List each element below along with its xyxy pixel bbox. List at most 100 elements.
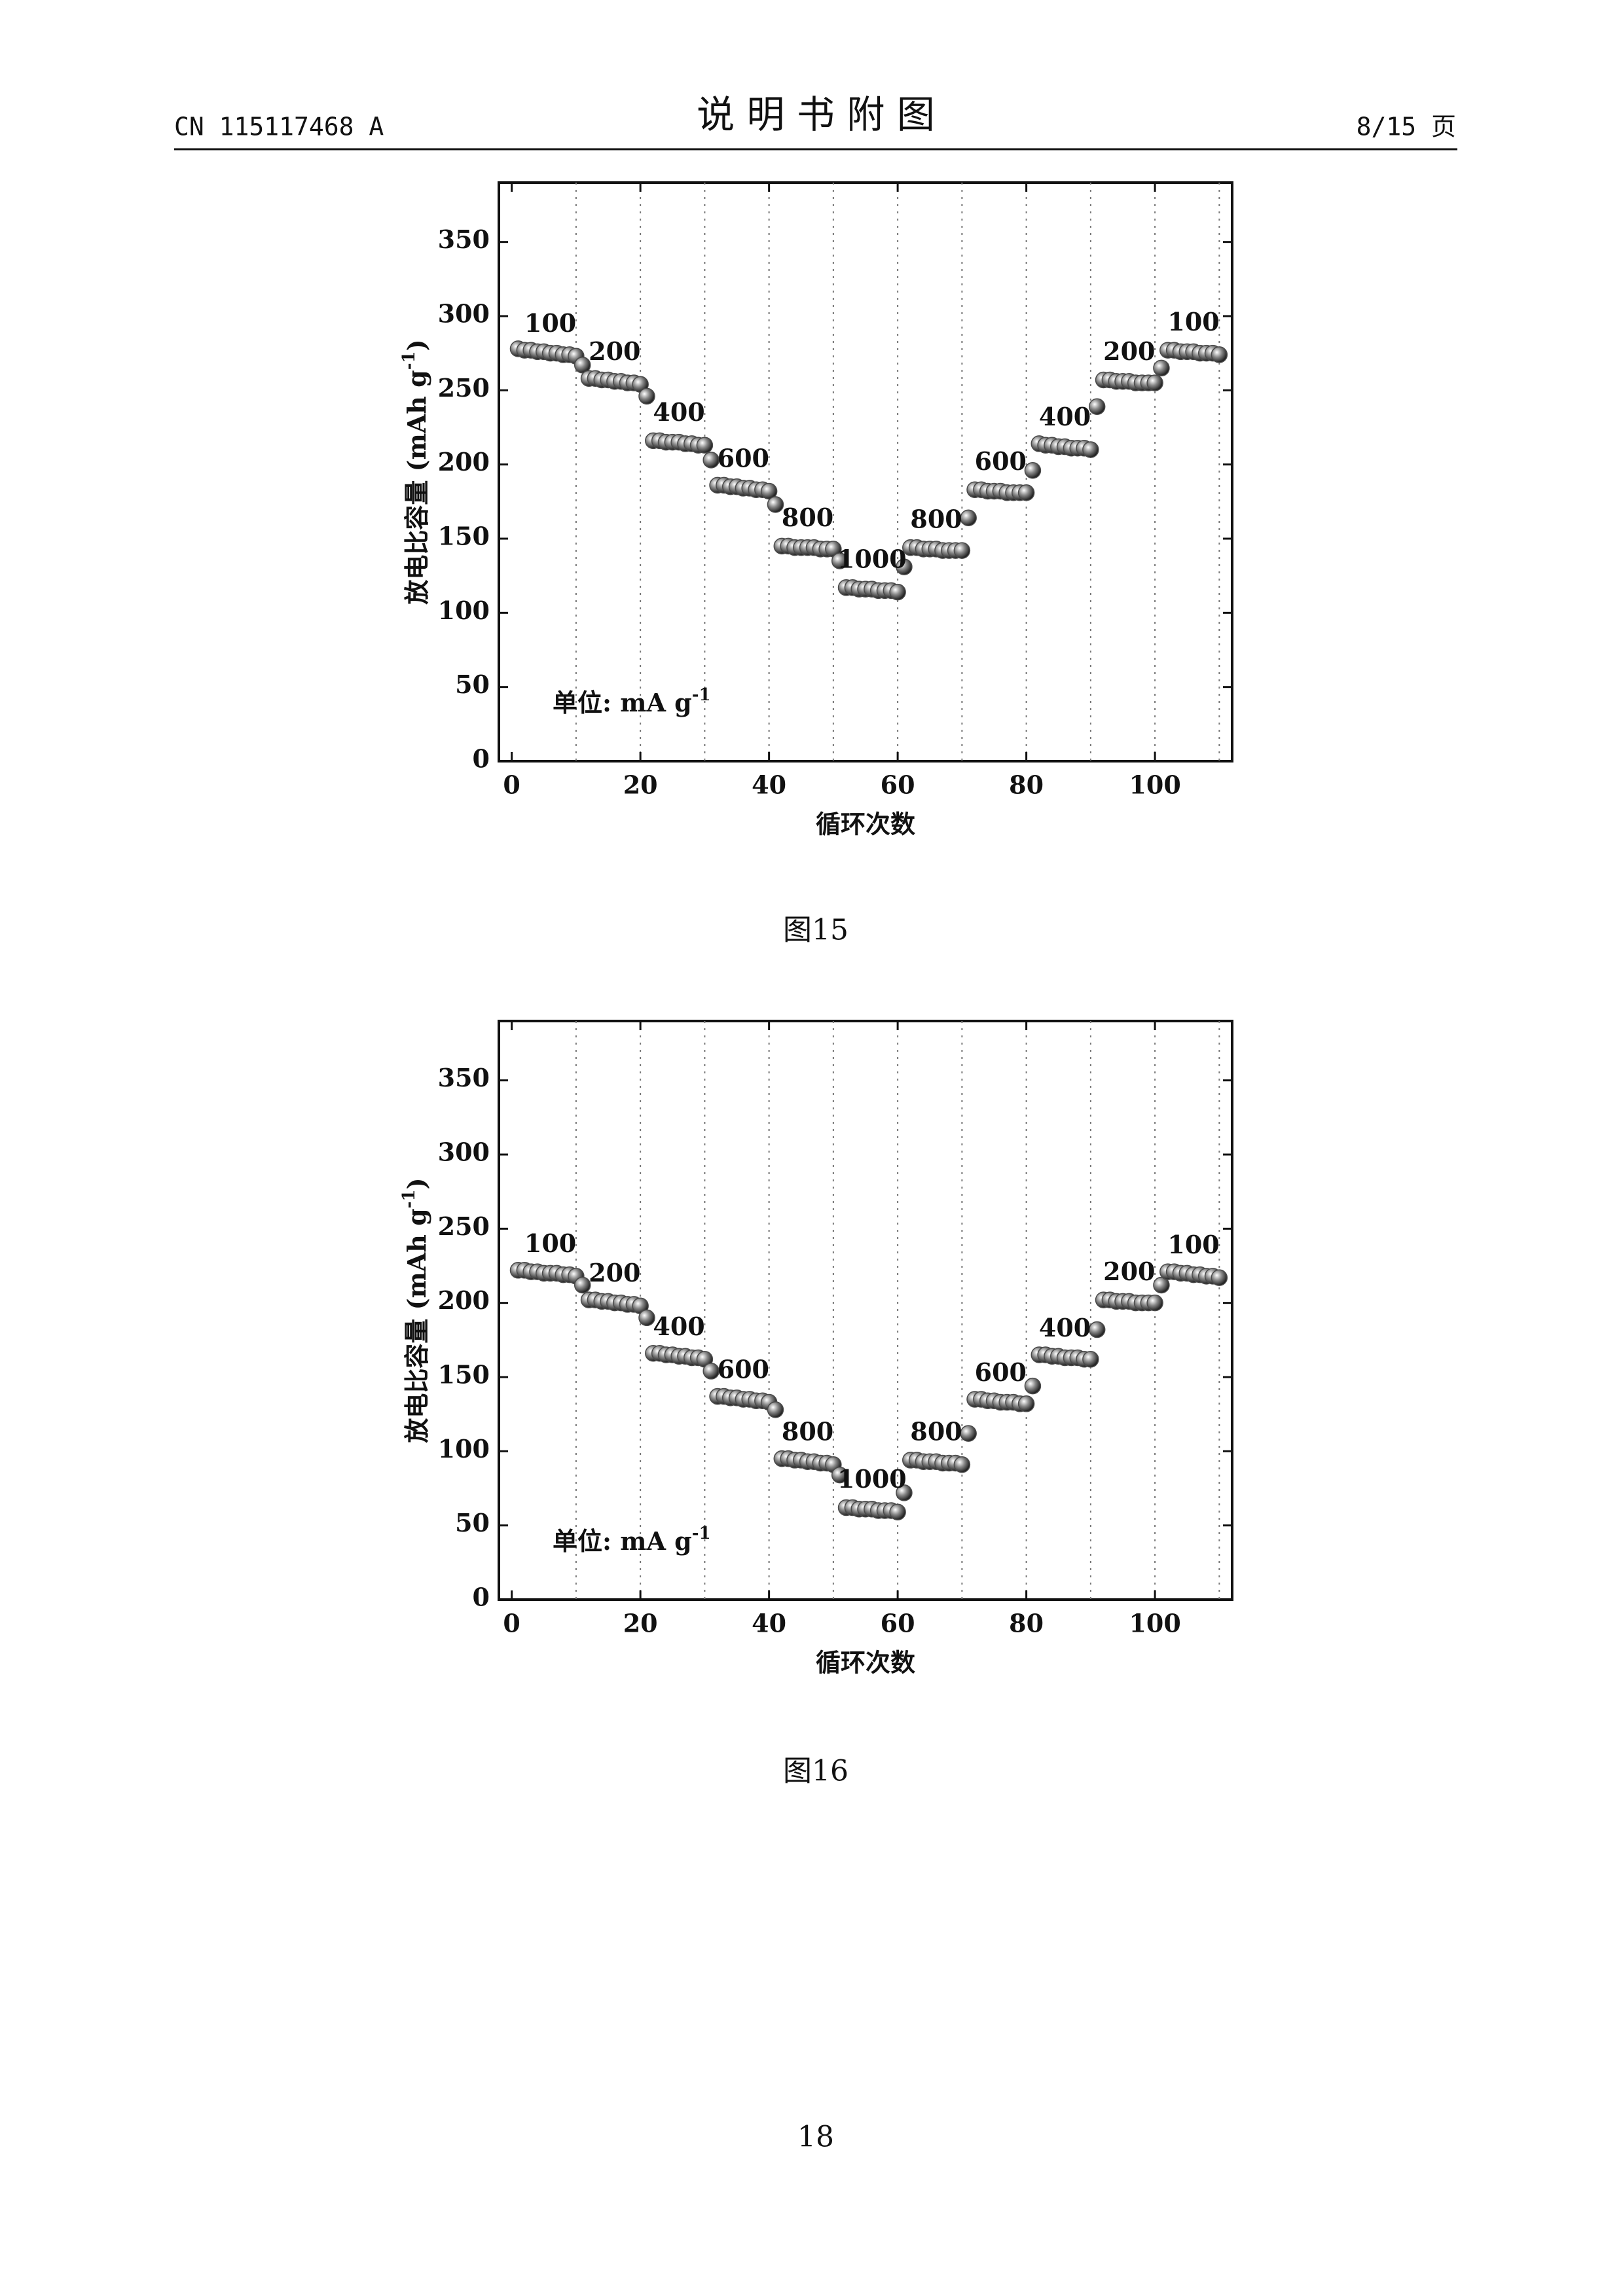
rate-label: 100 [524, 1229, 576, 1258]
x-tick-label: 100 [1129, 1609, 1180, 1638]
data-point [702, 452, 720, 469]
page-title: 说 明 书 附 图 [697, 92, 935, 137]
x-axis-label: 循环次数 [816, 1648, 915, 1677]
unit-note-text: 单位: mA g [553, 1526, 692, 1556]
data-point [574, 1276, 591, 1294]
data-point [889, 1503, 906, 1521]
data-point [696, 437, 714, 454]
chart: 0 20 40 60 80 100050100150200250300350循环次数放电比… [399, 181, 1233, 839]
plot-frame [498, 181, 1233, 762]
y-tick-label: 150 [438, 1360, 490, 1390]
data-point [1082, 1351, 1099, 1368]
data-point [896, 558, 913, 575]
x-tick-label: 80 [1009, 1609, 1044, 1638]
rate-label: 600 [975, 446, 1027, 476]
figure-caption: 图15 [783, 914, 848, 947]
y-tick-label: 0 [473, 1583, 490, 1612]
data-point [1211, 1269, 1228, 1286]
rate-label: 200 [1103, 336, 1155, 366]
x-tick-label: 0 [503, 1609, 520, 1638]
rate-label: 400 [653, 397, 704, 427]
data-point [889, 583, 906, 601]
y-axis-label-text: 放电比容量 (mAh g [402, 370, 431, 604]
data-point [574, 357, 591, 374]
unit-note-sup: -1 [692, 685, 711, 705]
y-tick-label: 50 [455, 670, 490, 699]
rate-label: 200 [589, 1258, 640, 1287]
x-tick-label: 60 [881, 1609, 915, 1638]
y-tick-label: 150 [438, 522, 490, 551]
x-tick-label: 20 [623, 1609, 658, 1638]
rate-label: 800 [782, 503, 833, 532]
data-point [1082, 441, 1099, 458]
y-tick-label: 350 [438, 1063, 490, 1092]
x-tick-label: 40 [752, 1609, 786, 1638]
y-tick-label: 250 [438, 373, 490, 403]
data-point [960, 1425, 977, 1442]
unit-note: 单位: mA g-1 [553, 1524, 711, 1556]
data-point [831, 1466, 848, 1484]
x-tick-label: 80 [1009, 770, 1044, 800]
data-point [896, 1484, 913, 1501]
y-tick-label: 50 [455, 1508, 490, 1537]
page-number: 18 [797, 2121, 834, 2154]
unit-note: 单位: mA g-1 [553, 685, 711, 717]
data-point [702, 1363, 720, 1380]
data-point [760, 482, 778, 500]
data-point [1017, 484, 1035, 501]
figure-caption: 图16 [783, 1755, 848, 1788]
rate-label: 100 [1167, 307, 1219, 336]
unit-note-sup: -1 [692, 1524, 711, 1543]
data-point [960, 509, 977, 527]
y-tick-label: 350 [438, 224, 490, 254]
y-axis-label: 放电比容量 (mAh g-1) [399, 1177, 431, 1443]
y-tick-label: 100 [438, 1434, 490, 1463]
data-point [1146, 374, 1163, 391]
y-axis-label-text: ) [402, 339, 431, 351]
data-point [1088, 1321, 1106, 1338]
data-point [767, 1401, 784, 1418]
rate-label: 800 [782, 1417, 833, 1446]
rate-label: 1000 [837, 545, 907, 574]
data-point [638, 387, 655, 405]
data-point [638, 1309, 655, 1327]
y-axis-label-sup: -1 [399, 1189, 419, 1208]
rate-label: 800 [910, 504, 962, 533]
page-count: 8/15 页 [1357, 113, 1456, 141]
patent-number: CN 115117468 A [174, 113, 384, 141]
y-tick-label: 200 [438, 447, 490, 476]
x-tick-label: 40 [752, 770, 786, 800]
rate-label: 400 [1039, 402, 1091, 431]
rate-label: 600 [975, 1357, 1027, 1387]
data-point [1153, 1276, 1170, 1294]
y-tick-label: 100 [438, 596, 490, 625]
data-point [953, 1456, 971, 1473]
rate-label: 200 [1103, 1257, 1155, 1286]
y-tick-label: 200 [438, 1285, 490, 1315]
x-tick-label: 60 [881, 770, 915, 800]
rate-label: 200 [589, 336, 640, 366]
data-point [1017, 1395, 1035, 1412]
rate-label: 100 [1167, 1230, 1219, 1259]
rate-label: 400 [1039, 1313, 1091, 1342]
y-tick-label: 300 [438, 299, 490, 329]
y-axis-label: 放电比容量 (mAh g-1) [399, 339, 431, 604]
y-axis-label-text: ) [402, 1177, 431, 1189]
rate-label: 800 [910, 1417, 962, 1446]
y-axis-label-text: 放电比容量 (mAh g [402, 1208, 431, 1443]
data-point [1153, 359, 1170, 377]
data-point [1024, 461, 1042, 479]
rate-label: 1000 [837, 1464, 907, 1494]
data-point [953, 542, 971, 559]
chart: 0 20 40 60 80 100050100150200250300350循环次数放电比… [399, 1020, 1233, 1677]
y-tick-label: 300 [438, 1138, 490, 1167]
y-tick-label: 250 [438, 1211, 490, 1241]
unit-note-text: 单位: mA g [553, 688, 692, 717]
rate-label: 400 [653, 1312, 704, 1341]
y-tick-label: 0 [473, 744, 490, 774]
data-point [1146, 1294, 1163, 1312]
x-tick-label: 20 [623, 770, 658, 800]
x-tick-label: 100 [1129, 770, 1180, 800]
data-point [831, 552, 848, 569]
